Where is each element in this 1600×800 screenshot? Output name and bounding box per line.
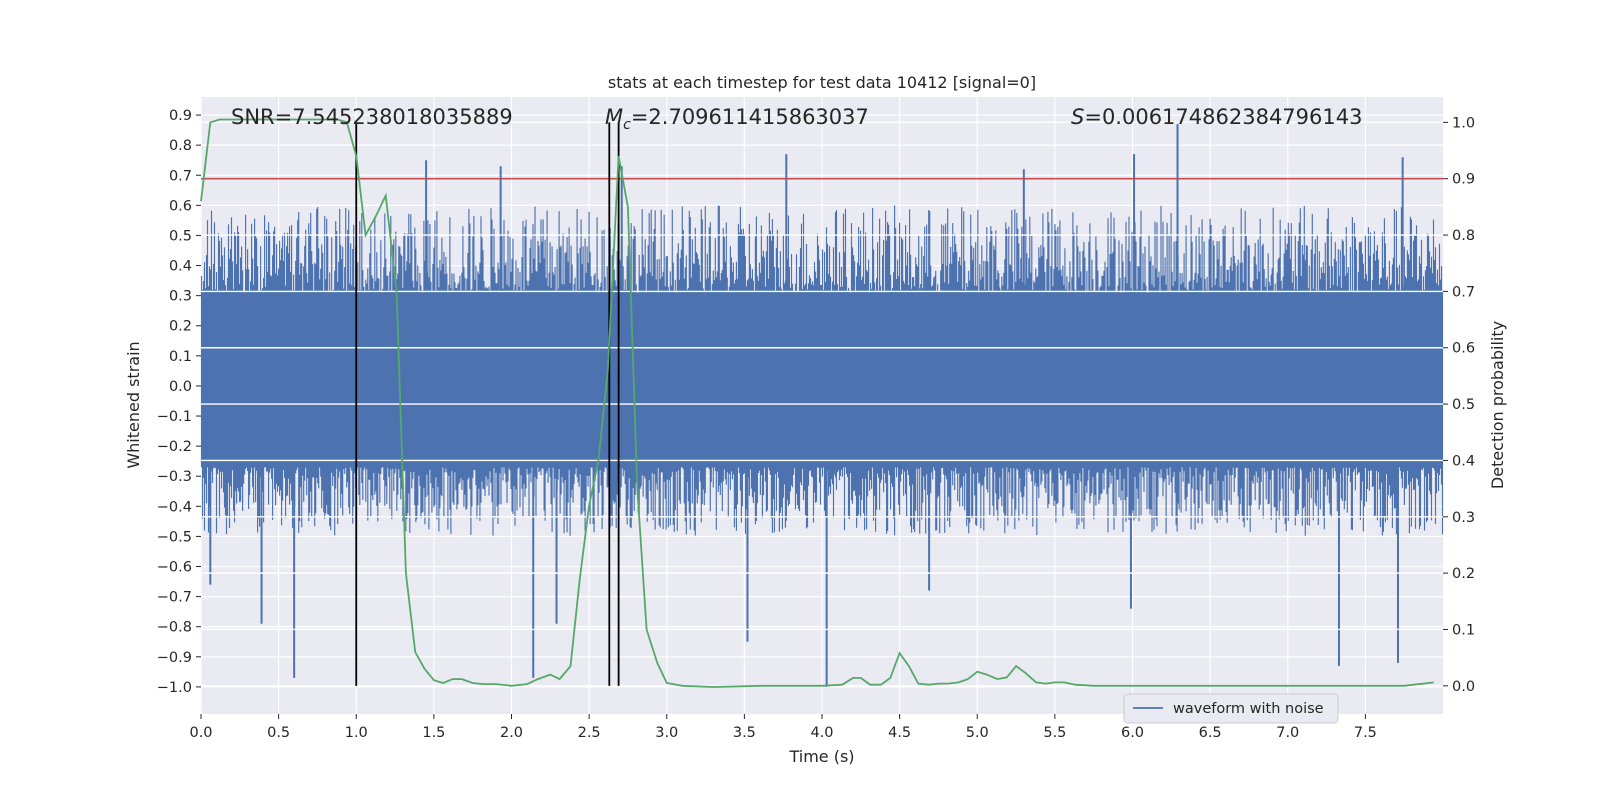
y-right-axis-label: Detection probability: [1488, 321, 1507, 489]
x-tick-label: 5.5: [1043, 725, 1066, 741]
x-tick-label: 3.0: [655, 725, 678, 741]
waveform-core-band: [201, 292, 1443, 468]
chirp-mass-symbol: M: [605, 105, 623, 129]
y-left-tick-label: −0.8: [157, 620, 192, 636]
chirp-mass-annotation: Mc=2.709611415863037: [605, 105, 869, 133]
y-left-tick-label: −0.6: [157, 560, 192, 576]
y-right-tick-label: 1.0: [1452, 115, 1475, 131]
legend-entry: waveform with noise: [1173, 701, 1324, 717]
y-left-tick-label: 0.7: [169, 168, 192, 184]
y-left-axis-label: Whitened strain: [124, 341, 143, 468]
y-left-tick-label: −1.0: [157, 680, 192, 696]
x-tick-label: 1.0: [345, 725, 368, 741]
y-right-tick-label: 0.9: [1452, 172, 1475, 188]
y-left-tick-label: 0.0: [169, 379, 192, 395]
y-right-tick-label: 0.1: [1452, 622, 1475, 638]
y-left-tick-label: 0.6: [169, 198, 192, 214]
y-left-tick-label: 0.5: [169, 228, 192, 244]
y-right-tick-label: 0.4: [1452, 453, 1475, 469]
y-right-tick-label: 0.6: [1452, 341, 1475, 357]
y-right-tick-label: 0.2: [1452, 566, 1475, 582]
x-tick-label: 4.5: [888, 725, 911, 741]
y-right-tick-label: 0.5: [1452, 397, 1475, 413]
vertical-marker-lines: [355, 122, 620, 686]
x-tick-label: 4.0: [810, 725, 833, 741]
legend: waveform with noise: [1123, 693, 1339, 724]
legend-box: [1123, 693, 1339, 724]
y-left-tick-label: 0.2: [169, 319, 192, 335]
x-tick-label: 1.5: [422, 725, 445, 741]
x-tick-label: 7.5: [1354, 725, 1377, 741]
x-tick-label: 6.5: [1199, 725, 1222, 741]
y-left-tick-label: −0.7: [157, 590, 192, 606]
y-left-tick-label: −0.9: [157, 650, 192, 666]
y-left-axis-ticks: 0.9 0.8 0.7 0.6 0.5 0.4 0.3 0.2 0.1 0.0 −0.1 −0.2 −0…: [157, 108, 201, 696]
x-axis-label: Time (s): [788, 747, 854, 766]
y-left-tick-label: −0.5: [157, 529, 192, 545]
x-tick-label: 2.0: [500, 725, 523, 741]
y-right-tick-label: 0.0: [1452, 679, 1475, 695]
waveform-series: [200, 124, 1444, 687]
y-left-tick-label: 0.9: [169, 108, 192, 124]
x-tick-label: 5.0: [966, 725, 989, 741]
x-tick-label: 3.5: [733, 725, 756, 741]
x-tick-label: 0.0: [189, 725, 212, 741]
snr-annotation: SNR=7.545238018035889: [231, 105, 513, 129]
y-right-axis-ticks: 1.0 0.9 0.8 0.7 0.6 0.5 0.4 0.3 0.2 0.1 0.0: [1443, 115, 1475, 695]
y-left-tick-label: −0.1: [157, 409, 192, 425]
y-left-tick-label: 0.1: [169, 349, 192, 365]
s-value: =0.006174862384796143: [1084, 105, 1362, 129]
y-left-tick-label: −0.3: [157, 469, 192, 485]
y-left-tick-label: 0.3: [169, 289, 192, 305]
y-right-tick-label: 0.3: [1452, 510, 1475, 526]
y-left-tick-label: 0.8: [169, 138, 192, 154]
x-tick-label: 6.0: [1121, 725, 1144, 741]
x-tick-label: 0.5: [267, 725, 290, 741]
y-left-tick-label: 0.4: [169, 259, 192, 275]
x-tick-label: 2.5: [578, 725, 601, 741]
chart-title: stats at each timestep for test data 104…: [608, 73, 1036, 92]
y-left-tick-label: −0.4: [157, 499, 192, 515]
detection-probability-line: [200, 118, 1434, 688]
s-symbol: S: [1071, 105, 1084, 129]
y-left-tick-label: −0.2: [157, 439, 192, 455]
s-annotation: S=0.006174862384796143: [1071, 105, 1362, 129]
chirp-mass-subscript: c: [623, 117, 631, 133]
y-right-tick-label: 0.7: [1452, 284, 1475, 300]
x-axis-ticks: 0.0 0.5 1.0 1.5 2.0 2.5 3.0 3.5 4.0 4.5 5.0 5.5 6.0 6…: [189, 714, 1377, 741]
y-right-tick-label: 0.8: [1452, 228, 1475, 244]
chirp-mass-value: =2.709611415863037: [631, 105, 869, 129]
x-tick-label: 7.0: [1276, 725, 1299, 741]
